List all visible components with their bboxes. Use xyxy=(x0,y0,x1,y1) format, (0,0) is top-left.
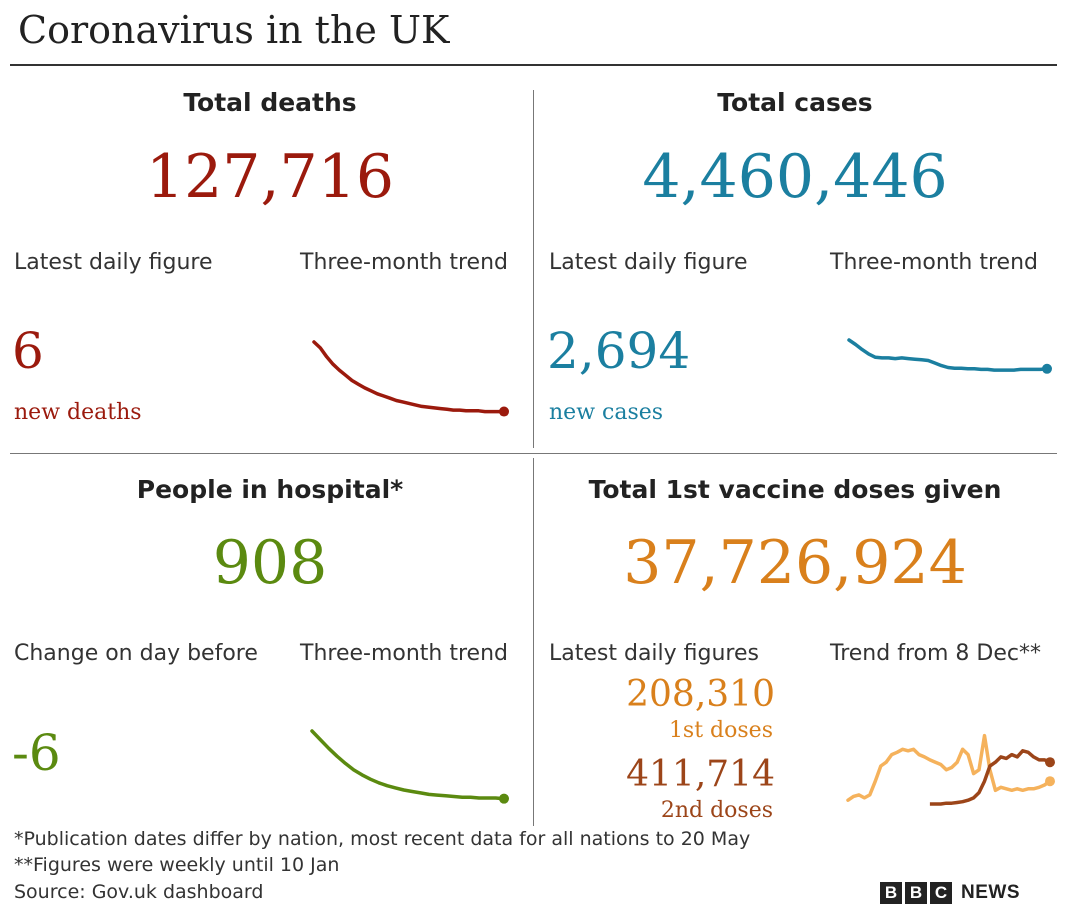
vaccine-second-trend-end-dot xyxy=(1045,757,1055,768)
vaccine-second-value: 411,714 xyxy=(626,754,775,795)
vaccine-heading: Total 1st vaccine doses given xyxy=(588,475,1002,504)
hospital-heading: People in hospital* xyxy=(136,475,404,504)
deaths-latest-value: 6 xyxy=(12,322,44,380)
deaths-heading: Total deaths xyxy=(183,88,357,117)
cases-latest-label: Latest daily figure xyxy=(549,250,748,275)
vaccine-total: 37,726,924 xyxy=(623,528,967,598)
deaths-trend-line xyxy=(312,340,506,414)
deaths-total: 127,716 xyxy=(145,142,395,212)
vaccine-latest-label: Latest daily figures xyxy=(549,641,759,666)
hospital-latest-label: Change on day before xyxy=(14,641,258,666)
title-rule xyxy=(10,64,1057,66)
hospital-latest-value: -6 xyxy=(12,724,61,782)
hospital-total: 908 xyxy=(212,528,328,598)
vaccine-trend-chart xyxy=(846,733,1055,806)
divider-horizontal xyxy=(10,453,1057,454)
deaths-latest-unit: new deaths xyxy=(14,400,142,425)
hospital-trend-label: Three-month trend xyxy=(300,641,508,666)
deaths-trend-label: Three-month trend xyxy=(300,250,508,275)
bbc-letter: C xyxy=(930,882,952,904)
hospital-trend-end-dot xyxy=(499,793,509,804)
divider-vertical-top xyxy=(533,90,534,448)
source-note: Source: Gov.uk dashboard xyxy=(14,881,264,903)
vaccine-second-unit: 2nd doses xyxy=(660,798,773,823)
cases-heading: Total cases xyxy=(717,88,873,117)
vaccine-first-trend-end-dot xyxy=(1045,776,1055,787)
footnote-weekly: **Figures were weekly until 10 Jan xyxy=(14,854,340,876)
bbc-letter: B xyxy=(905,882,927,904)
bbc-news-word: NEWS xyxy=(961,882,1020,903)
cases-trend-label: Three-month trend xyxy=(830,250,1038,275)
cases-total: 4,460,446 xyxy=(642,142,948,212)
vaccine-first-trend-line xyxy=(846,733,1052,802)
vaccine-second-trend-line xyxy=(929,749,1051,806)
hospital-trend-line xyxy=(310,729,506,801)
hospital-trend-chart xyxy=(310,729,509,804)
cases-trend-chart xyxy=(847,338,1052,374)
cases-latest-unit: new cases xyxy=(549,400,664,425)
page-title: Coronavirus in the UK xyxy=(18,8,450,52)
vaccine-first-unit: 1st doses xyxy=(668,718,773,743)
footnote-publication: *Publication dates differ by nation, mos… xyxy=(14,828,751,850)
vaccine-first-value: 208,310 xyxy=(626,674,775,715)
divider-vertical-bottom xyxy=(533,458,534,826)
cases-latest-value: 2,694 xyxy=(547,322,691,380)
bbc-letter: B xyxy=(880,882,902,904)
deaths-trend-end-dot xyxy=(499,406,509,417)
bbc-news-logo: B B C NEWS xyxy=(880,880,1020,906)
deaths-trend-chart xyxy=(312,340,509,417)
vaccine-trend-label: Trend from 8 Dec** xyxy=(830,641,1041,666)
cases-trend-end-dot xyxy=(1042,363,1052,374)
deaths-latest-label: Latest daily figure xyxy=(14,250,213,275)
cases-trend-line xyxy=(847,338,1049,372)
